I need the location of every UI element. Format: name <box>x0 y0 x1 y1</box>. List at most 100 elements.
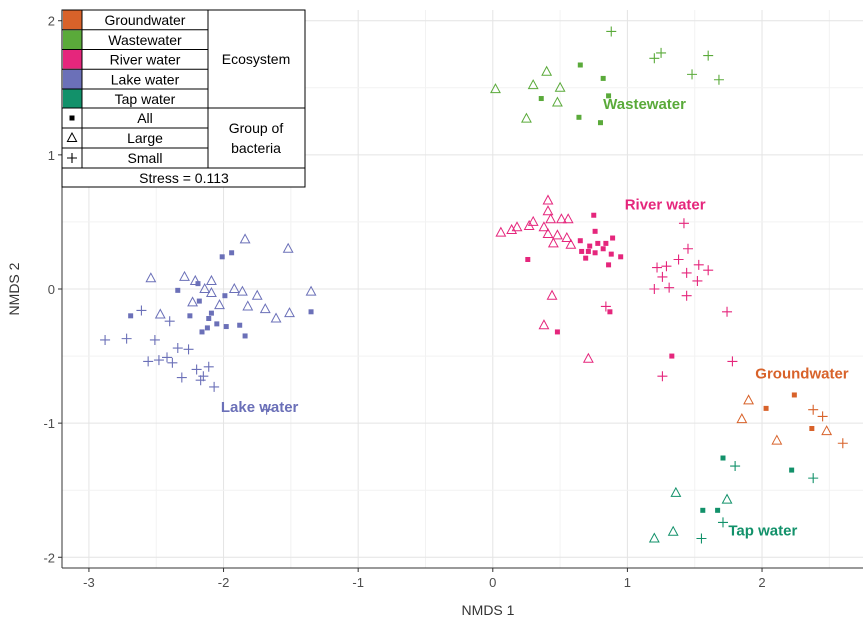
data-point-square <box>600 246 606 252</box>
data-point-square <box>606 93 612 99</box>
y-tick-label: -2 <box>43 550 55 565</box>
data-point-plus <box>606 26 617 37</box>
data-point-triangle <box>490 83 501 94</box>
data-point-triangle <box>305 285 317 296</box>
cluster-label: Groundwater <box>755 366 849 383</box>
data-point-triangle <box>239 233 251 244</box>
data-point-triangle <box>527 79 539 90</box>
data-point-triangle <box>670 486 682 497</box>
data-point-triangle <box>551 229 563 240</box>
data-point-square <box>175 287 181 293</box>
legend-color-swatch <box>63 10 82 30</box>
data-point-square <box>603 240 609 246</box>
data-point-triangle <box>562 213 574 224</box>
data-point-square <box>809 426 815 431</box>
data-point-triangle <box>145 272 157 283</box>
data-point-plus <box>162 352 173 363</box>
legend-shape-triangle-icon <box>66 131 78 142</box>
data-point-triangle <box>523 219 535 230</box>
data-point-square <box>592 228 598 234</box>
legend-ecosystem-label: River water <box>110 52 181 68</box>
data-point-square <box>195 281 201 287</box>
y-tick-label: 0 <box>48 282 55 297</box>
data-point-triangle <box>554 81 566 92</box>
series-tap-water <box>648 455 819 544</box>
data-point-square <box>222 293 228 299</box>
data-point-plus <box>713 74 724 85</box>
data-point-square <box>187 313 193 319</box>
legend-color-swatch <box>63 89 82 109</box>
series-wastewater <box>490 26 724 126</box>
data-point-triangle <box>495 226 507 237</box>
data-point-triangle <box>556 213 567 224</box>
data-point-square <box>592 250 598 256</box>
legend-ecosystem-label: Tap water <box>115 91 176 107</box>
data-point-triangle <box>551 96 563 107</box>
data-point-triangle <box>821 425 833 436</box>
data-point-square <box>308 309 314 315</box>
legend-color-swatch <box>63 69 82 89</box>
data-point-square <box>525 256 531 262</box>
data-point-square <box>591 212 597 218</box>
data-point-plus <box>808 473 819 484</box>
data-point-square <box>242 333 248 339</box>
data-point-plus <box>682 243 693 254</box>
data-point-plus <box>195 375 206 386</box>
x-tick-label: 2 <box>758 575 765 590</box>
y-tick-label: 1 <box>48 148 55 163</box>
data-point-plus <box>703 50 714 61</box>
data-point-plus <box>209 381 220 392</box>
cluster-label: Lake water <box>221 399 299 416</box>
data-point-plus <box>817 411 828 422</box>
data-point-plus <box>656 47 667 58</box>
data-point-triangle <box>743 394 755 405</box>
data-point-plus <box>673 254 684 265</box>
data-point-plus <box>198 371 209 382</box>
data-point-square <box>585 248 591 254</box>
data-point-triangle <box>547 237 559 248</box>
data-point-plus <box>692 275 703 286</box>
data-point-square <box>237 322 243 328</box>
data-point-square <box>577 62 583 68</box>
data-point-triangle <box>561 231 573 243</box>
data-point-triangle <box>236 285 248 296</box>
data-point-square <box>196 298 202 304</box>
data-point-triangle <box>228 282 240 293</box>
data-point-triangle <box>282 242 294 253</box>
y-tick-label: -1 <box>43 416 55 431</box>
axis-ticks: -3 -2 -1 0 1 2 -2 -1 0 1 2 <box>43 14 765 590</box>
data-point-plus <box>143 356 154 367</box>
data-point-square <box>595 240 601 246</box>
data-point-square <box>700 507 706 513</box>
data-point-triangle <box>721 493 733 504</box>
legend-color-swatch <box>63 50 82 69</box>
data-point-triangle <box>199 282 211 293</box>
legend-box <box>61 9 306 188</box>
data-point-square <box>214 321 220 327</box>
data-point-square <box>579 248 585 254</box>
data-point-plus <box>661 261 672 272</box>
data-point-plus <box>657 271 668 282</box>
data-point-square <box>606 262 612 268</box>
cluster-labels: Wastewater River water Lake water Groundwat… <box>221 96 849 540</box>
data-point-triangle <box>154 308 166 319</box>
data-point-plus <box>167 357 178 368</box>
data-point-square <box>610 235 616 241</box>
data-point-square <box>128 313 134 319</box>
data-point-square <box>554 329 560 335</box>
data-point-triangle <box>187 296 199 307</box>
data-point-plus <box>681 290 692 301</box>
data-point-square <box>577 238 583 244</box>
data-point-triangle <box>506 223 518 234</box>
data-point-square <box>206 316 212 322</box>
data-point-square <box>597 120 603 126</box>
data-point-square <box>199 329 205 335</box>
data-point-triangle <box>242 300 254 311</box>
data-point-plus <box>191 364 202 375</box>
legend-ecosystem-label: Lake water <box>111 71 180 87</box>
data-point-triangle <box>189 274 201 285</box>
series-river-water <box>495 194 738 382</box>
data-point-plus <box>730 461 741 472</box>
data-point-plus <box>183 344 194 355</box>
